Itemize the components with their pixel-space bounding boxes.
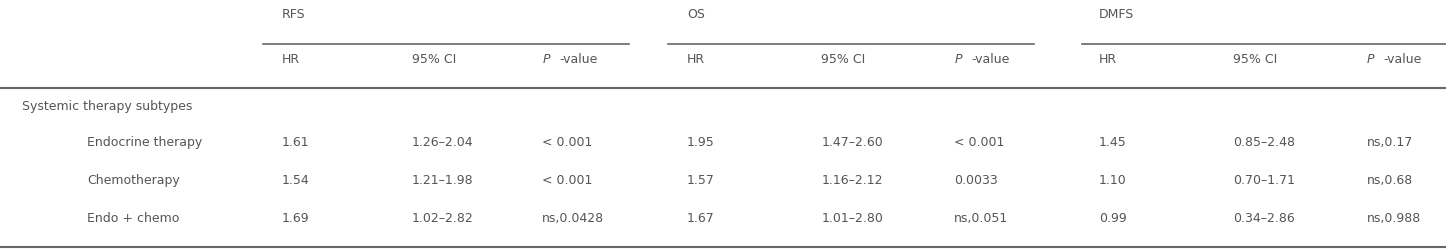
Text: 95% CI: 95% CI (1233, 53, 1278, 66)
Text: 0.70–1.71: 0.70–1.71 (1233, 174, 1296, 187)
Text: -value: -value (560, 53, 599, 66)
Text: HR: HR (1099, 53, 1118, 66)
Text: ns,0.988: ns,0.988 (1366, 212, 1421, 225)
Text: 1.61: 1.61 (282, 136, 309, 149)
Text: 1.45: 1.45 (1099, 136, 1126, 149)
Text: 1.67: 1.67 (687, 212, 714, 225)
Text: 1.26–2.04: 1.26–2.04 (412, 136, 474, 149)
Text: 1.54: 1.54 (282, 174, 309, 187)
Text: P: P (954, 53, 962, 66)
Text: 1.95: 1.95 (687, 136, 714, 149)
Text: 1.16–2.12: 1.16–2.12 (821, 174, 884, 187)
Text: P: P (542, 53, 549, 66)
Text: ns,0.0428: ns,0.0428 (542, 212, 604, 225)
Text: HR: HR (282, 53, 301, 66)
Text: -value: -value (972, 53, 1011, 66)
Text: 1.47–2.60: 1.47–2.60 (821, 136, 884, 149)
Text: 1.02–2.82: 1.02–2.82 (412, 212, 474, 225)
Text: 1.10: 1.10 (1099, 174, 1126, 187)
Text: 95% CI: 95% CI (412, 53, 457, 66)
Text: < 0.001: < 0.001 (954, 136, 1005, 149)
Text: ns,0.68: ns,0.68 (1366, 174, 1413, 187)
Text: 95% CI: 95% CI (821, 53, 866, 66)
Text: 0.85–2.48: 0.85–2.48 (1233, 136, 1296, 149)
Text: OS: OS (687, 8, 704, 21)
Text: 1.01–2.80: 1.01–2.80 (821, 212, 884, 225)
Text: DMFS: DMFS (1099, 8, 1134, 21)
Text: 1.69: 1.69 (282, 212, 309, 225)
Text: 0.34–2.86: 0.34–2.86 (1233, 212, 1296, 225)
Text: Chemotherapy: Chemotherapy (87, 174, 179, 187)
Text: Endocrine therapy: Endocrine therapy (87, 136, 202, 149)
Text: 0.0033: 0.0033 (954, 174, 998, 187)
Text: 1.57: 1.57 (687, 174, 714, 187)
Text: RFS: RFS (282, 8, 305, 21)
Text: Systemic therapy subtypes: Systemic therapy subtypes (22, 100, 192, 113)
Text: HR: HR (687, 53, 706, 66)
Text: -value: -value (1384, 53, 1423, 66)
Text: P: P (1366, 53, 1374, 66)
Text: Endo + chemo: Endo + chemo (87, 212, 179, 225)
Text: < 0.001: < 0.001 (542, 136, 593, 149)
Text: 1.21–1.98: 1.21–1.98 (412, 174, 474, 187)
Text: ns,0.051: ns,0.051 (954, 212, 1009, 225)
Text: < 0.001: < 0.001 (542, 174, 593, 187)
Text: ns,0.17: ns,0.17 (1366, 136, 1413, 149)
Text: 0.99: 0.99 (1099, 212, 1126, 225)
